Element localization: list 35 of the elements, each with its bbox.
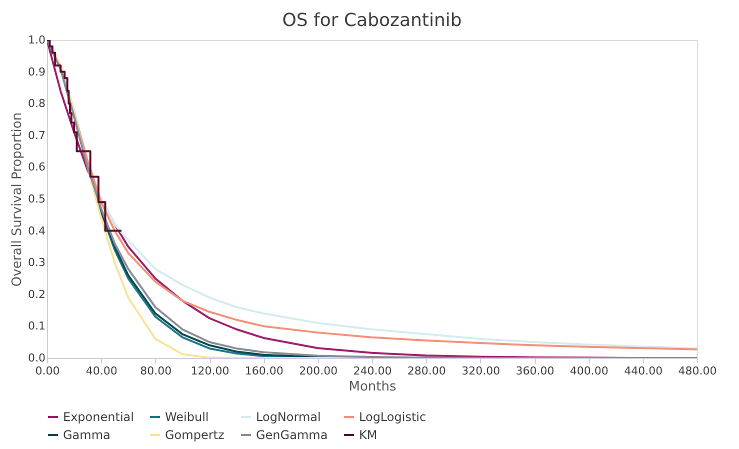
x-tick-label: 400.00 <box>570 364 608 378</box>
legend-label: Weibull <box>165 410 209 424</box>
y-tick-label: 0.9 <box>28 65 46 78</box>
y-tick-label: 1.0 <box>28 34 46 46</box>
x-tick-label: 120.00 <box>190 364 230 378</box>
x-tick-label: 160.00 <box>244 364 284 378</box>
legend-label: GenGamma <box>256 428 328 442</box>
legend-label: Exponential <box>63 410 134 424</box>
x-tick-label: 360.00 <box>516 364 554 378</box>
y-tick-label: 0.0 <box>28 352 46 364</box>
x-tick-label: 200.00 <box>299 364 338 378</box>
legend-label: Gompertz <box>165 428 224 442</box>
y-axis-title: Overall Survival Proportion <box>10 112 26 287</box>
legend-label: LogNormal <box>256 410 321 424</box>
y-tick-label: 0.6 <box>28 160 46 174</box>
x-tick-label: 80.00 <box>140 364 172 378</box>
y-tick-label: 0.2 <box>28 288 46 301</box>
y-tick-label: 0.5 <box>28 192 46 206</box>
legend-label: KM <box>359 428 378 442</box>
x-tick-label: 280.00 <box>407 364 446 378</box>
x-tick-label: 240.00 <box>353 364 392 378</box>
x-tick-label: 440.00 <box>624 364 663 378</box>
y-tick-label: 0.8 <box>28 97 46 110</box>
x-tick-label: 0.00 <box>35 364 60 378</box>
y-tick-label: 0.4 <box>28 224 46 238</box>
x-tick-label: 40.00 <box>86 364 118 378</box>
x-tick-label: 480.00 <box>678 364 717 378</box>
x-axis-title: Months <box>348 380 396 394</box>
x-tick-label: 320.00 <box>462 364 500 378</box>
chart-title: OS for Cabozantinib <box>282 10 462 31</box>
y-tick-label: 0.1 <box>28 320 46 333</box>
legend-label: Gamma <box>63 428 110 442</box>
y-tick-label: 0.3 <box>28 256 46 270</box>
y-tick-label: 0.7 <box>28 128 46 142</box>
legend-label: LogLogistic <box>359 410 426 424</box>
